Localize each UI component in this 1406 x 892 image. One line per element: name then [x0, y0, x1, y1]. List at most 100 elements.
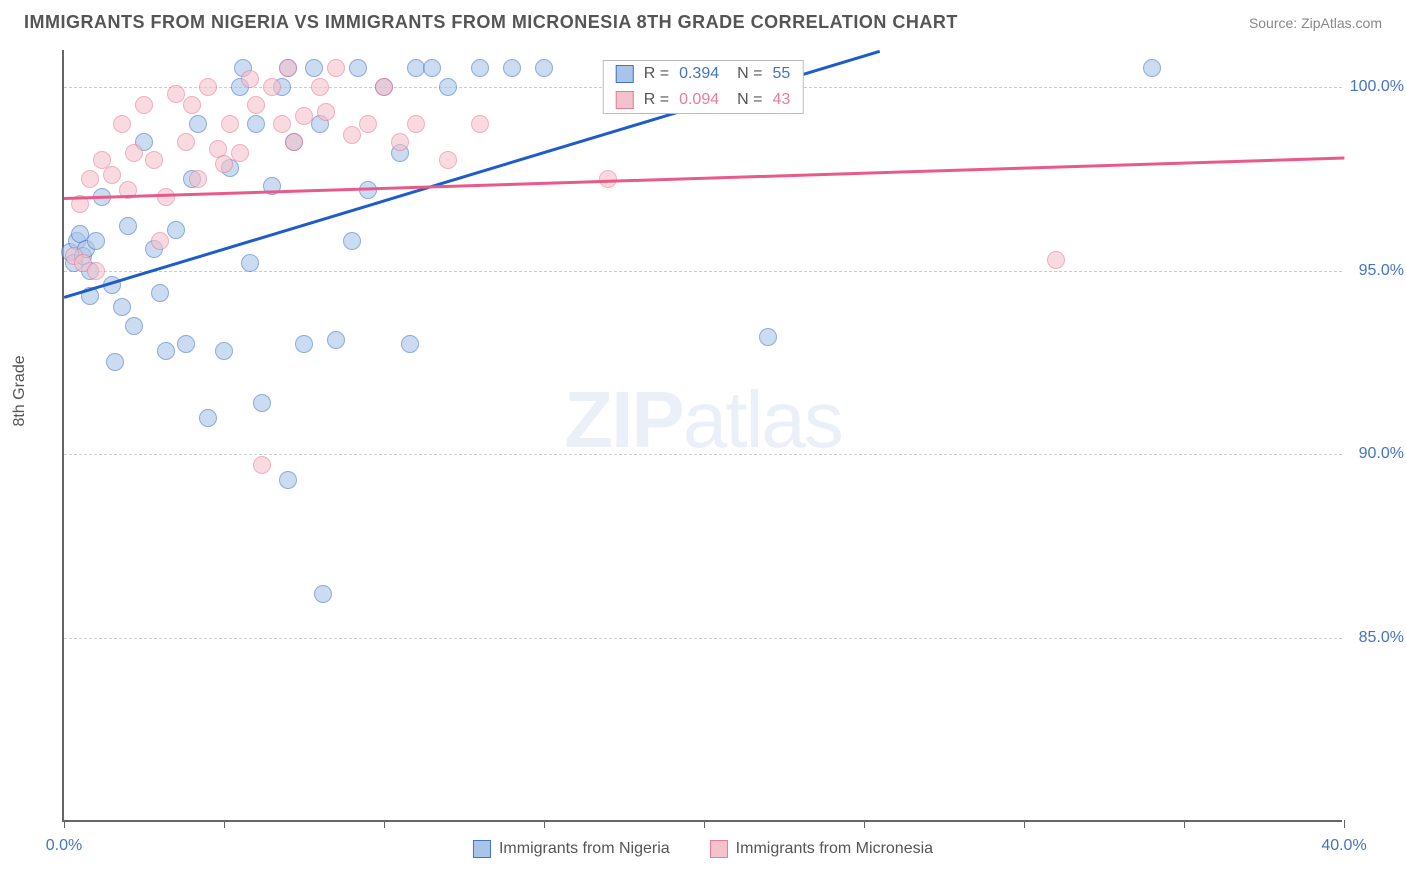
- r-label: R =: [644, 65, 669, 83]
- scatter-point: [327, 59, 345, 77]
- scatter-point: [183, 96, 201, 114]
- scatter-point: [1143, 59, 1161, 77]
- scatter-point: [503, 59, 521, 77]
- scatter-point: [189, 115, 207, 133]
- scatter-point: [247, 96, 265, 114]
- legend-swatch: [710, 840, 728, 858]
- scatter-point: [215, 342, 233, 360]
- scatter-point: [285, 133, 303, 151]
- scatter-point: [439, 78, 457, 96]
- r-label: R =: [644, 91, 669, 109]
- x-tick-label: 0.0%: [46, 837, 82, 855]
- scatter-point: [327, 331, 345, 349]
- x-tick: [544, 820, 545, 828]
- scatter-point: [125, 317, 143, 335]
- scatter-point: [375, 78, 393, 96]
- scatter-point: [535, 59, 553, 77]
- scatter-point: [145, 151, 163, 169]
- scatter-point: [231, 144, 249, 162]
- scatter-point: [157, 342, 175, 360]
- scatter-point: [1047, 251, 1065, 269]
- x-tick: [224, 820, 225, 828]
- legend-swatch: [473, 840, 491, 858]
- scatter-point: [199, 409, 217, 427]
- scatter-point: [247, 115, 265, 133]
- gridline: [64, 454, 1342, 455]
- x-tick: [1344, 820, 1345, 828]
- n-label: N =: [737, 65, 762, 83]
- scatter-point: [87, 232, 105, 250]
- scatter-point: [113, 115, 131, 133]
- y-tick-label: 95.0%: [1359, 262, 1404, 280]
- y-tick-label: 85.0%: [1359, 629, 1404, 647]
- scatter-point: [157, 188, 175, 206]
- chart-title: IMMIGRANTS FROM NIGERIA VS IMMIGRANTS FR…: [24, 12, 958, 33]
- scatter-point: [305, 59, 323, 77]
- r-value: 0.094: [679, 91, 719, 109]
- scatter-point: [177, 133, 195, 151]
- x-tick: [1184, 820, 1185, 828]
- bottom-legend: Immigrants from Nigeria Immigrants from M…: [473, 840, 933, 858]
- scatter-point: [295, 107, 313, 125]
- scatter-point: [221, 115, 239, 133]
- scatter-point: [199, 78, 217, 96]
- scatter-point: [241, 254, 259, 272]
- chart-frame: ZIPatlas 85.0%90.0%95.0%100.0% R = 0.394 N…: [62, 50, 1342, 822]
- scatter-point: [759, 328, 777, 346]
- scatter-point: [401, 335, 419, 353]
- legend-swatch: [616, 65, 634, 83]
- scatter-point: [113, 298, 131, 316]
- scatter-point: [125, 144, 143, 162]
- scatter-point: [295, 335, 313, 353]
- n-label: N =: [737, 91, 762, 109]
- scatter-point: [471, 115, 489, 133]
- scatter-point: [167, 85, 185, 103]
- scatter-point: [279, 59, 297, 77]
- stats-row: R = 0.394 N = 55: [604, 61, 803, 87]
- n-value: 55: [772, 65, 790, 83]
- legend-label: Immigrants from Nigeria: [499, 840, 670, 858]
- source-label: Source: ZipAtlas.com: [1249, 15, 1382, 31]
- scatter-point: [314, 585, 332, 603]
- plot-area: ZIPatlas 85.0%90.0%95.0%100.0%: [64, 50, 1342, 820]
- scatter-point: [253, 456, 271, 474]
- scatter-point: [106, 353, 124, 371]
- scatter-point: [215, 155, 233, 173]
- legend-swatch: [616, 91, 634, 109]
- legend-item: Immigrants from Micronesia: [710, 840, 933, 858]
- stats-row: R = 0.094 N = 43: [604, 87, 803, 113]
- watermark: ZIPatlas: [564, 374, 841, 466]
- gridline: [64, 638, 1342, 639]
- scatter-point: [81, 170, 99, 188]
- scatter-point: [343, 232, 361, 250]
- scatter-point: [407, 115, 425, 133]
- n-value: 43: [772, 91, 790, 109]
- scatter-point: [241, 70, 259, 88]
- regression-line: [64, 157, 1344, 200]
- scatter-point: [151, 232, 169, 250]
- x-tick: [704, 820, 705, 828]
- scatter-point: [359, 115, 377, 133]
- scatter-point: [253, 394, 271, 412]
- r-value: 0.394: [679, 65, 719, 83]
- scatter-point: [471, 59, 489, 77]
- x-tick: [64, 820, 65, 828]
- scatter-point: [119, 217, 137, 235]
- x-tick: [384, 820, 385, 828]
- legend-item: Immigrants from Nigeria: [473, 840, 670, 858]
- scatter-point: [279, 471, 297, 489]
- scatter-point: [311, 78, 329, 96]
- y-tick-label: 100.0%: [1350, 78, 1404, 96]
- legend-label: Immigrants from Micronesia: [736, 840, 933, 858]
- scatter-point: [343, 126, 361, 144]
- x-tick: [864, 820, 865, 828]
- scatter-point: [263, 78, 281, 96]
- scatter-point: [317, 103, 335, 121]
- scatter-point: [189, 170, 207, 188]
- scatter-point: [423, 59, 441, 77]
- scatter-point: [87, 262, 105, 280]
- y-tick-label: 90.0%: [1359, 445, 1404, 463]
- scatter-point: [167, 221, 185, 239]
- scatter-point: [103, 166, 121, 184]
- x-tick-label: 40.0%: [1321, 837, 1366, 855]
